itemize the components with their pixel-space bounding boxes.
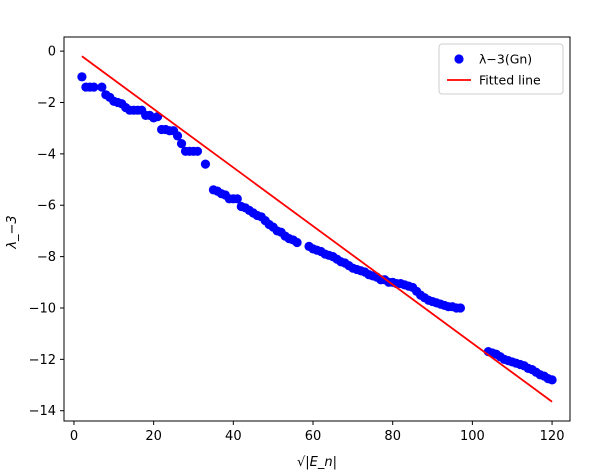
legend-label-scatter: λ−3(Gn) (479, 52, 532, 67)
legend-box (438, 43, 564, 95)
fitted-line (81, 55, 553, 403)
y-tick-label: 0 (48, 45, 56, 60)
x-axis-label: √|E_n| (297, 455, 337, 470)
y-tick-label: −6 (37, 199, 56, 214)
legend-label-line: Fitted line (479, 73, 541, 88)
plot-frame (63, 36, 571, 422)
axes: 0 20 40 60 80 100 120 0 −2 −4 −6 −8 −10 −12 −14 (29, 36, 571, 444)
data-point (97, 82, 107, 92)
x-tick-label: 20 (145, 429, 162, 444)
y-tick-label: −4 (37, 147, 56, 162)
data-point (547, 375, 557, 385)
data-point (200, 159, 211, 169)
x-tick-label: 80 (384, 429, 401, 444)
data-point (292, 237, 302, 248)
data-point (232, 194, 242, 204)
y-tick-label: −8 (37, 250, 56, 265)
data-point (172, 131, 183, 141)
x-tick-label: 60 (305, 429, 322, 444)
y-axis-label: λ_−3 (5, 215, 20, 249)
data-point (176, 138, 187, 149)
x-tick-label: 40 (225, 429, 242, 444)
data-point (89, 82, 99, 92)
legend: λ−3(Gn) Fitted line (438, 43, 564, 95)
x-tick-label: 0 (70, 429, 78, 444)
x-tick-label: 100 (460, 429, 485, 444)
y-tick-label: −14 (29, 404, 56, 419)
data-point (77, 72, 87, 82)
legend-marker-scatter (454, 54, 464, 64)
y-tick-label: −10 (29, 301, 56, 316)
data-point (455, 303, 466, 313)
y-tick-label: −2 (37, 96, 56, 111)
plot-area (77, 55, 557, 403)
data-point (192, 146, 203, 156)
y-tick-label: −12 (29, 353, 56, 368)
x-tick-label: 120 (540, 429, 565, 444)
